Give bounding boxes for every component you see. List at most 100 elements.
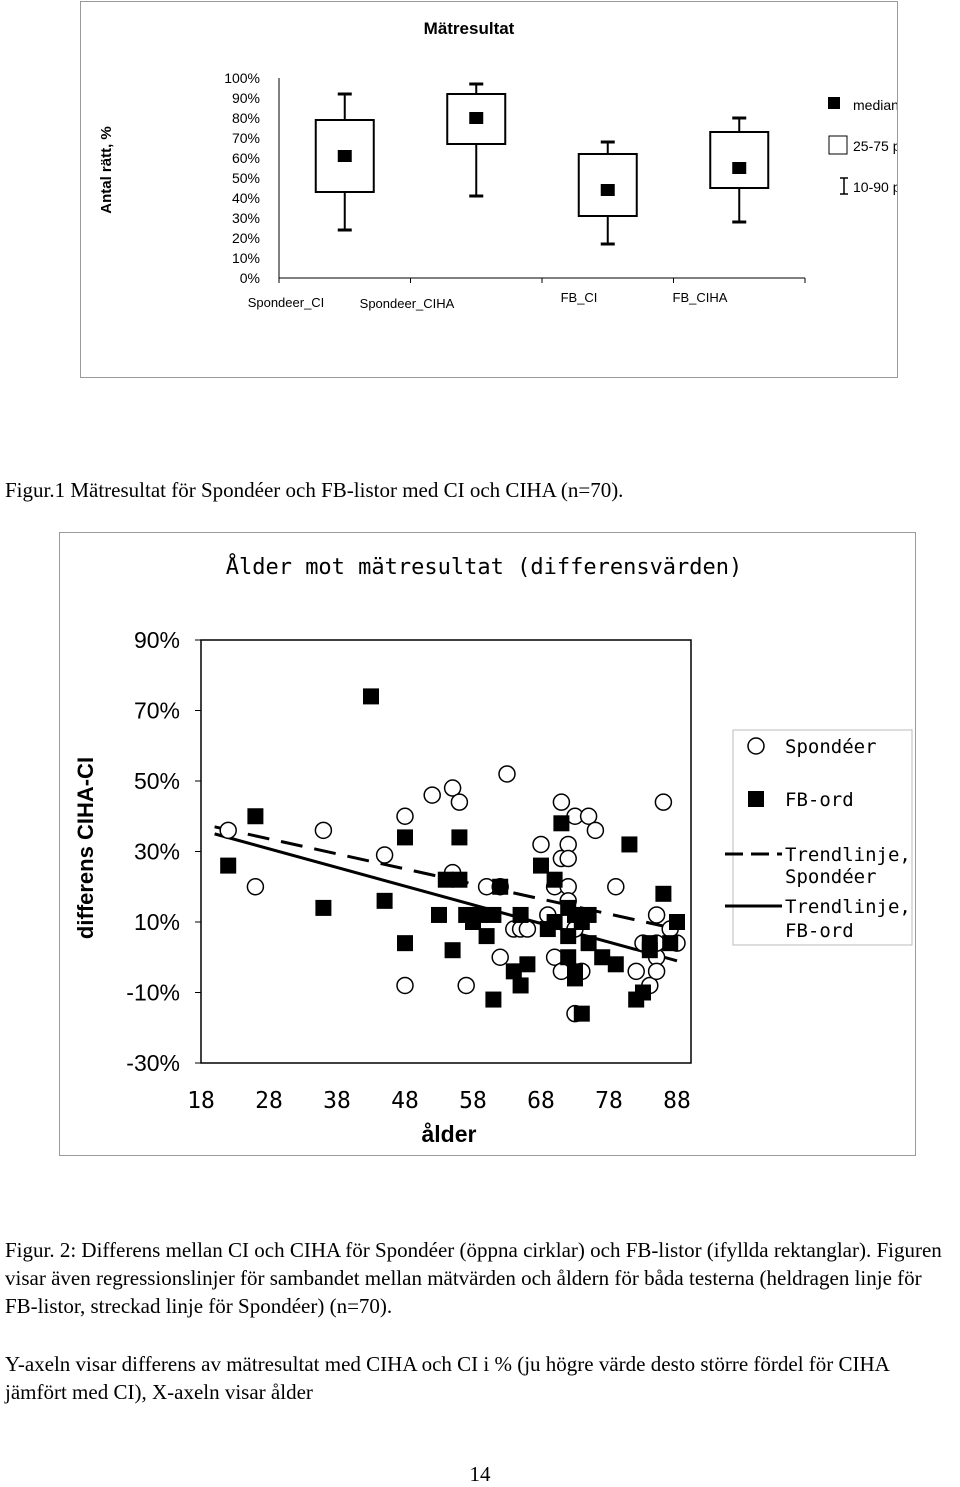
point-fb-ord	[492, 878, 509, 895]
point-fb-ord	[655, 885, 672, 902]
point-fb-ord	[437, 871, 454, 888]
legend-median-swatch	[828, 97, 840, 109]
chart2-xlabel: ålder	[422, 1121, 477, 1147]
point-fb-ord	[533, 857, 549, 874]
point-fb-ord	[363, 688, 379, 705]
point-spondeer	[450, 793, 469, 811]
y-tick-label: 10%	[232, 250, 260, 266]
trendline-spondeer	[214, 825, 678, 931]
x-category-label: FB_CIHA	[673, 290, 728, 305]
x-tick-label: 88	[663, 1088, 691, 1114]
chart1-frame: Mätresultat Antal rätt, % 100% 90% 80% 70% 6…	[80, 1, 898, 378]
figure1-caption: Figur.1 Mätresultat för Spondéer och FB-…	[5, 478, 624, 502]
page-number: 14	[469, 1462, 491, 1486]
point-fb-ord	[641, 935, 658, 952]
y-tick-label: 50%	[134, 768, 180, 794]
yaxis-note: Y-axeln visar differens av mätresultat m…	[5, 1352, 889, 1404]
x-tick-label: 48	[391, 1088, 419, 1114]
legend-spondeer-swatch	[747, 737, 765, 755]
point-spondeer	[423, 786, 441, 804]
point-fb-ord	[485, 991, 502, 1008]
legend-spondeer-label: Spondéer	[785, 736, 877, 758]
y-tick-label: 90%	[232, 90, 260, 106]
y-tick-label: 70%	[232, 130, 260, 146]
y-tick-label: 60%	[232, 150, 260, 166]
legend-box-label: 25-75 perc.	[853, 138, 897, 154]
point-fb-ord	[512, 906, 529, 923]
point-fb-ord	[376, 892, 393, 909]
x-tick-label: 28	[255, 1088, 283, 1114]
point-fb-ord	[478, 928, 495, 945]
point-spondeer	[654, 793, 673, 811]
scatter-chart: Ålder mot mätresultat (differensvärden) …	[73, 553, 913, 1147]
y-tick-label: 90%	[134, 627, 180, 653]
trendline-fb-ord	[214, 832, 678, 963]
legend-median-label: median	[853, 97, 897, 113]
point-fb-ord	[621, 836, 638, 853]
point-fb-ord	[607, 956, 624, 973]
legend-trend-spondeer-label: Spondéer	[785, 866, 877, 888]
y-tick-label: 0%	[240, 270, 260, 286]
point-fb-ord	[220, 857, 237, 874]
point-fb-ord	[546, 914, 563, 930]
point-fb-ord	[444, 942, 461, 959]
box-Spondeer_CI	[314, 92, 375, 232]
point-fb-ord	[580, 906, 597, 923]
legend-trend-spondeer-label: Trendlinje,	[785, 844, 911, 866]
chart2-frame: Ålder mot mätresultat (differensvärden) …	[59, 532, 916, 1156]
point-spondeer	[559, 849, 577, 868]
series-fb-ord	[220, 688, 685, 1022]
point-fb-ord	[519, 956, 536, 973]
point-fb-ord	[573, 1005, 590, 1022]
iqr-box	[709, 131, 770, 189]
point-spondeer	[607, 878, 625, 896]
point-fb-ord	[669, 914, 685, 930]
point-fb-ord	[560, 928, 577, 945]
y-tick-label: 40%	[232, 190, 260, 206]
point-fb-ord	[594, 949, 611, 966]
y-tick-label: 80%	[232, 110, 260, 126]
x-category-label: FB_CI	[561, 290, 598, 305]
point-spondeer	[491, 948, 509, 966]
point-fb-ord	[247, 808, 264, 825]
legend-fb-ord-swatch	[748, 791, 764, 807]
median-marker	[600, 184, 615, 196]
legend-trend-fb-ord-label: FB-ord	[785, 920, 854, 942]
y-tick-label: 20%	[232, 230, 260, 246]
point-fb-ord	[471, 906, 488, 923]
x-category-label: Spondeer_CIHA	[360, 296, 455, 311]
median-marker	[732, 162, 747, 174]
point-fb-ord	[315, 899, 332, 916]
point-fb-ord	[431, 906, 447, 923]
point-fb-ord	[560, 949, 577, 966]
point-spondeer	[498, 765, 516, 783]
y-tick-label: -10%	[126, 980, 180, 1006]
point-fb-ord	[451, 871, 468, 888]
point-fb-ord	[505, 963, 522, 980]
point-spondeer	[532, 835, 550, 854]
point-fb-ord	[662, 935, 679, 952]
x-tick-label: 58	[459, 1088, 487, 1114]
point-fb-ord	[397, 829, 413, 846]
point-spondeer	[396, 807, 414, 825]
y-tick-label: -30%	[126, 1050, 180, 1076]
y-tick-label: 30%	[134, 839, 180, 865]
point-fb-ord	[512, 977, 529, 994]
chart1-ylabel: Antal rätt, %	[98, 126, 115, 214]
x-category-label: Spondeer_CI	[248, 295, 325, 310]
point-spondeer	[647, 962, 666, 981]
x-tick-label: 78	[595, 1088, 623, 1114]
legend-frame	[732, 729, 913, 946]
point-spondeer	[627, 962, 645, 981]
chart2-ylabel: differens CIHA-CI	[73, 757, 98, 939]
box-FB_CIHA	[709, 116, 770, 224]
point-spondeer	[518, 920, 537, 938]
figure2-caption: Figur. 2: Differens mellan CI och CIHA f…	[5, 1238, 942, 1318]
point-fb-ord	[485, 906, 502, 923]
point-fb-ord	[635, 984, 651, 1001]
chart2-title: Ålder mot mätresultat (differensvärden)	[226, 553, 743, 580]
point-spondeer	[375, 846, 394, 864]
point-fb-ord	[553, 815, 570, 832]
y-tick-label: 100%	[224, 70, 260, 86]
point-fb-ord	[546, 871, 563, 888]
